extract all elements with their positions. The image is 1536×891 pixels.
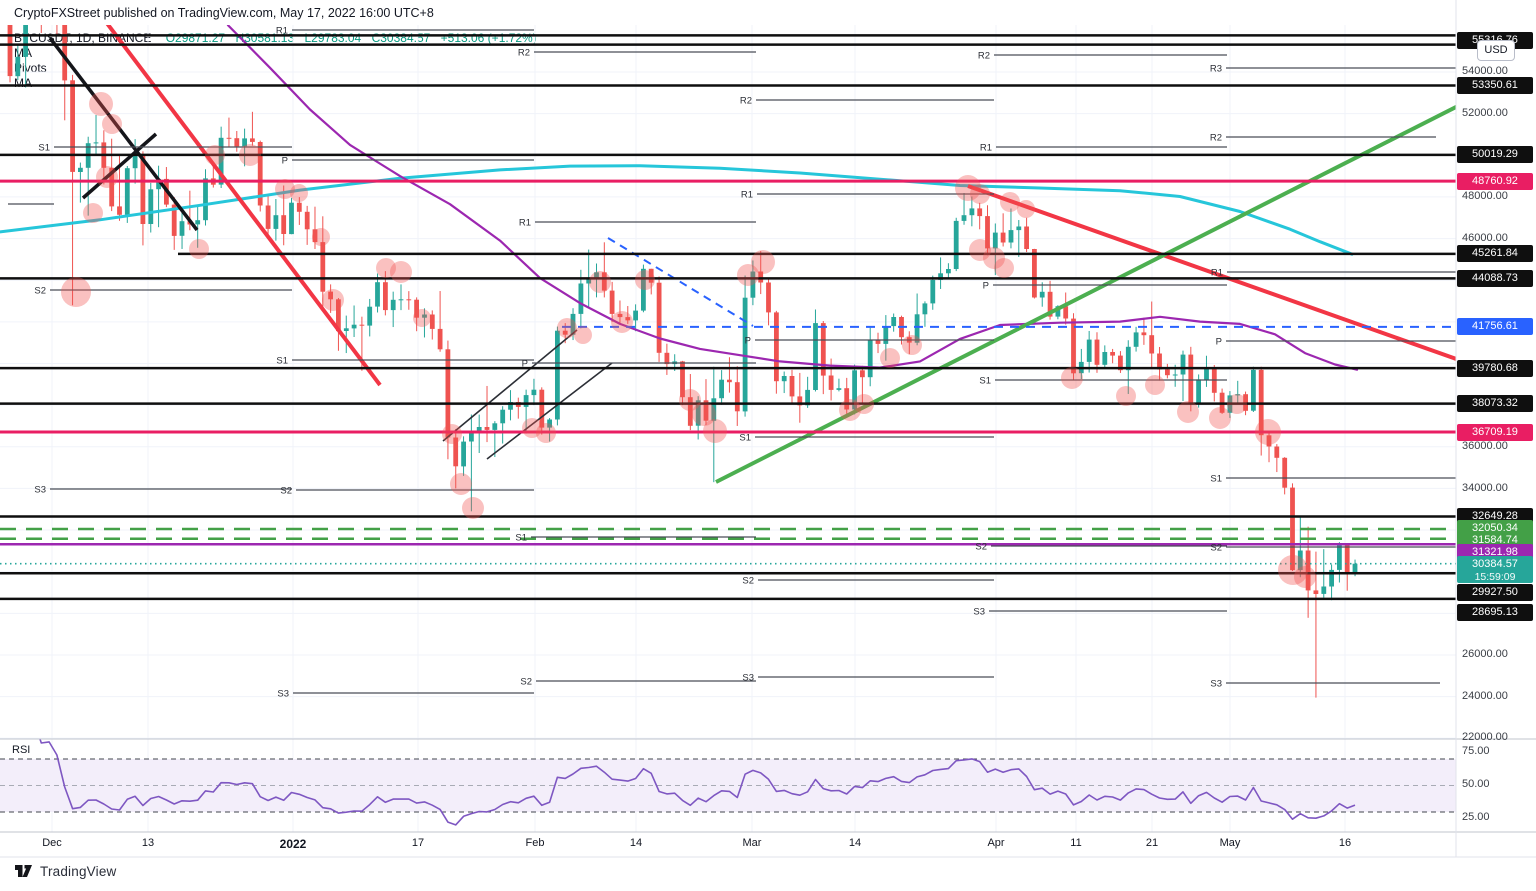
price-axis-label: 46000.00 [1462,232,1508,244]
time-axis-label: 2022 [279,837,307,851]
svg-text:S3: S3 [742,673,754,684]
svg-text:R1: R1 [741,190,753,201]
price-axis-label: 26000.00 [1462,648,1508,660]
svg-text:R2: R2 [740,96,752,107]
svg-text:P: P [745,336,751,347]
svg-text:S2: S2 [1210,543,1222,554]
svg-text:R1: R1 [980,143,992,154]
time-axis-label: 14 [848,837,862,849]
time-axis-label: 14 [629,837,643,849]
time-axis-label: 13 [141,837,155,849]
current-price-badge: 30384.57 15:59:09 [1457,555,1533,583]
price-axis-label: 54000.00 [1462,65,1508,77]
svg-text:R2: R2 [978,51,990,62]
price-level-badge: 45261.84 [1457,245,1533,263]
svg-text:P: P [1216,337,1222,348]
price-level-badge: 41756.61 [1457,318,1533,336]
price-level-badge: 48760.92 [1457,172,1533,190]
svg-text:R2: R2 [518,48,530,59]
price-axis-label: 34000.00 [1462,482,1508,494]
price-level-badge: 50019.29 [1457,146,1533,164]
svg-text:S1: S1 [515,533,527,544]
svg-text:S2: S2 [34,286,46,297]
svg-text:S2: S2 [280,486,292,497]
svg-text:P: P [282,156,288,167]
svg-text:P: P [983,281,989,292]
svg-text:S2: S2 [742,576,754,587]
time-axis-label: Feb [525,837,545,849]
time-axis-label: Dec [42,837,62,849]
price-axis-label: 36000.00 [1462,440,1508,452]
tradingview-logo-icon [15,865,32,877]
svg-text:S1: S1 [1210,474,1222,485]
price-level-badge: 38073.32 [1457,395,1533,413]
price-axis-label: 75.00 [1462,745,1490,757]
tradingview-brand-text: TradingView [40,864,117,879]
time-axis-label: 17 [411,837,425,849]
svg-text:R1: R1 [276,26,288,37]
time-axis-label: Apr [987,837,1005,849]
time-axis-label: 16 [1338,837,1352,849]
svg-text:S1: S1 [38,143,50,154]
svg-text:S1: S1 [276,356,288,367]
svg-text:S3: S3 [277,689,289,700]
price-level-badge: 28695.13 [1457,603,1533,621]
price-level-badge: 36709.19 [1457,423,1533,441]
time-axis-label: 11 [1070,837,1082,849]
attribution-text: CryptoFXStreet published on TradingView.… [14,6,434,20]
svg-text:R1: R1 [1211,268,1223,279]
svg-text:S3: S3 [34,485,46,496]
svg-text:R2: R2 [1210,133,1222,144]
rsi-indicator-label: RSI [12,744,31,756]
svg-text:S2: S2 [975,542,987,553]
time-axis-label: May [1219,837,1241,849]
svg-text:S1: S1 [739,433,751,444]
svg-text:S3: S3 [1210,679,1222,690]
svg-text:S1: S1 [979,376,991,387]
time-axis: Dec 13 2022 17 Feb 14 Mar 14 Apr 11 21 May 16 [0,832,1456,857]
svg-text:P: P [522,359,528,370]
price-axis-label: 22000.00 [1462,731,1508,743]
price-level-badge: 29927.50 [1457,583,1533,601]
time-axis-label: Mar [742,837,762,849]
time-axis-label: 21 [1145,837,1159,849]
price-axis-label: 52000.00 [1462,107,1508,119]
price-level-badge: 53350.61 [1457,77,1533,95]
svg-text:R1: R1 [519,218,531,229]
svg-text:S2: S2 [520,677,532,688]
svg-text:R3: R3 [1210,64,1222,75]
price-level-badge: 39780.68 [1457,359,1533,377]
price-axis-label: 24000.00 [1462,690,1508,702]
svg-text:S3: S3 [973,607,985,618]
footer: TradingView [14,864,117,879]
currency-toggle-button[interactable]: USD [1477,40,1515,61]
price-axis-label: 48000.00 [1462,190,1508,202]
price-axis-label: 50.00 [1462,778,1490,790]
price-level-badge: 44088.73 [1457,269,1533,287]
price-axis-label: 25.00 [1462,811,1490,823]
price-axis: 54000.00 52000.00 48000.00 46000.00 36000.00… [1456,0,1536,857]
